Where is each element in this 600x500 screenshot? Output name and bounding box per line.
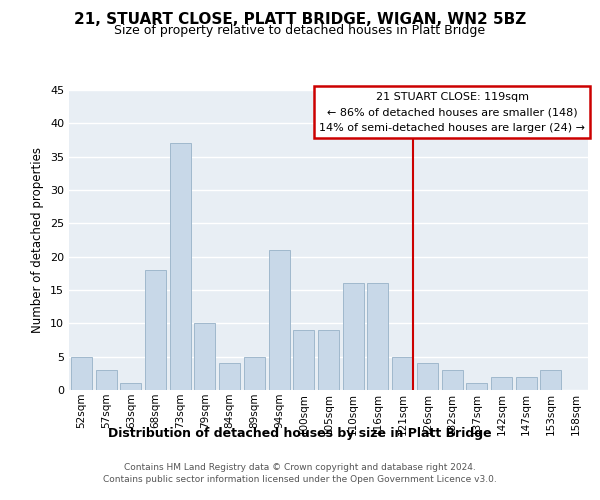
Y-axis label: Number of detached properties: Number of detached properties: [31, 147, 44, 333]
Bar: [541, 370, 562, 390]
Bar: [269, 250, 290, 390]
Text: Contains public sector information licensed under the Open Government Licence v3: Contains public sector information licen…: [103, 475, 497, 484]
Bar: [194, 324, 215, 390]
Bar: [516, 376, 537, 390]
Bar: [95, 370, 116, 390]
Bar: [343, 284, 364, 390]
Text: 21, STUART CLOSE, PLATT BRIDGE, WIGAN, WN2 5BZ: 21, STUART CLOSE, PLATT BRIDGE, WIGAN, W…: [74, 12, 526, 28]
Text: Size of property relative to detached houses in Platt Bridge: Size of property relative to detached ho…: [115, 24, 485, 37]
Bar: [219, 364, 240, 390]
Bar: [318, 330, 339, 390]
Bar: [293, 330, 314, 390]
Text: Contains HM Land Registry data © Crown copyright and database right 2024.: Contains HM Land Registry data © Crown c…: [124, 462, 476, 471]
Bar: [491, 376, 512, 390]
Bar: [120, 384, 141, 390]
Bar: [442, 370, 463, 390]
Bar: [145, 270, 166, 390]
Bar: [170, 144, 191, 390]
Bar: [71, 356, 92, 390]
Text: 21 STUART CLOSE: 119sqm
← 86% of detached houses are smaller (148)
14% of semi-d: 21 STUART CLOSE: 119sqm ← 86% of detache…: [319, 92, 586, 132]
Bar: [392, 356, 413, 390]
Text: Distribution of detached houses by size in Platt Bridge: Distribution of detached houses by size …: [108, 428, 492, 440]
Bar: [244, 356, 265, 390]
Bar: [466, 384, 487, 390]
Bar: [367, 284, 388, 390]
Bar: [417, 364, 438, 390]
